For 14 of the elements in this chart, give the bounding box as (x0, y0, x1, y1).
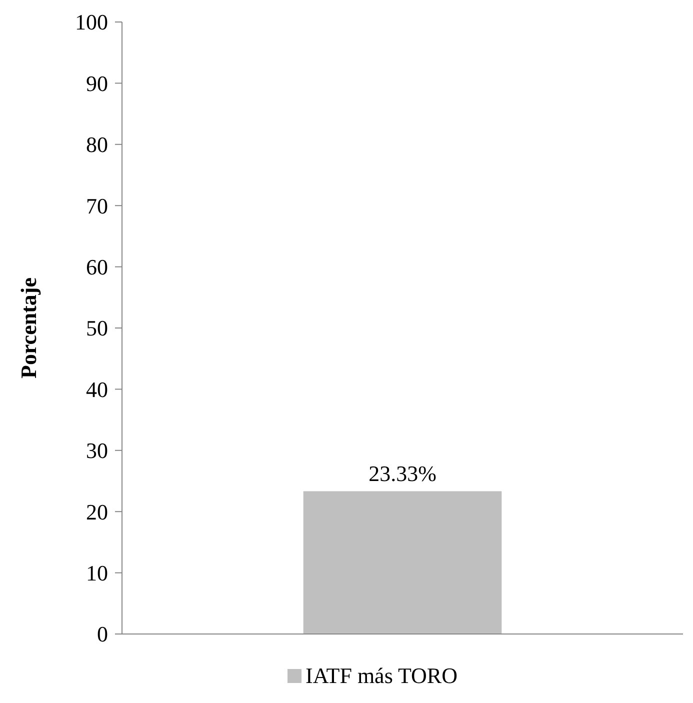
y-tick-label: 90 (86, 70, 108, 96)
y-tick-label: 50 (86, 316, 108, 341)
y-tick-label: 80 (86, 132, 108, 158)
y-tick-label: 60 (86, 254, 108, 280)
y-axis-title: Porcentaje (16, 277, 41, 378)
y-tick-label: 100 (75, 10, 108, 35)
y-tick-label: 30 (86, 438, 108, 464)
y-tick-label: 40 (86, 376, 108, 402)
y-tick-label: 10 (86, 560, 108, 586)
legend-label: IATF más TORO (306, 663, 458, 688)
y-tick-label: 0 (97, 622, 108, 647)
y-tick-label: 70 (86, 193, 108, 218)
data-label: 23.33% (368, 461, 436, 486)
y-tick-label: 20 (86, 499, 108, 524)
